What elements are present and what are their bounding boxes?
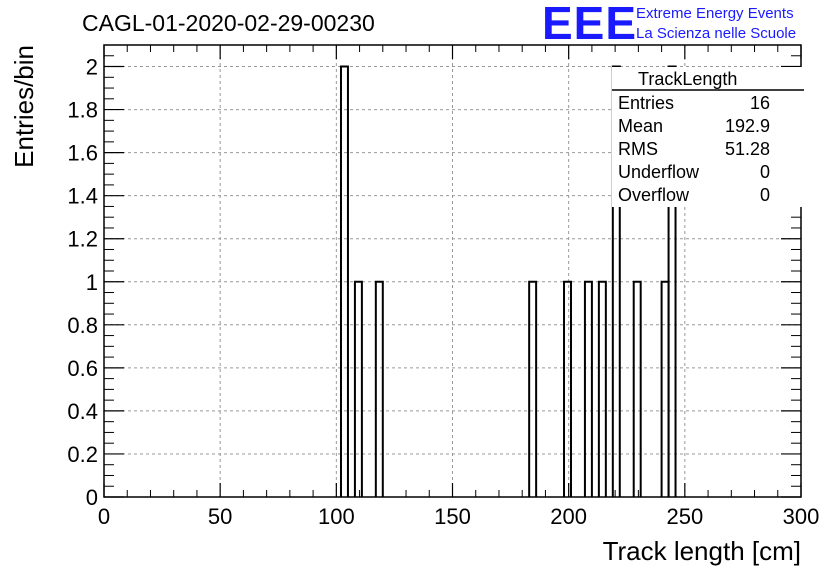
y-axis-label: Entries/bin [9,45,39,168]
y-tick-label: 1.8 [67,98,98,123]
eee-logo: EEE [542,0,638,49]
x-tick-label: 100 [318,504,355,529]
stats-label: RMS [618,139,658,159]
x-tick-labels: 0 50 100 150 200 250 300 [98,504,819,529]
stats-label: Mean [618,116,664,136]
histogram-bin [632,280,642,497]
histogram-bin [660,280,670,497]
histogram-bin [597,280,607,497]
logo-line-1: Extreme Energy Events [636,5,794,22]
stats-value: 0 [759,162,770,182]
stats-label: Entries [618,93,675,113]
stats-label: Overflow [618,185,690,205]
y-tick-label: 0.4 [67,399,98,424]
y-tick-label: 1.6 [67,141,98,166]
stats-label: Underflow [618,162,700,182]
histogram-bin [583,280,593,497]
stats-box-title: TrackLength [638,69,738,89]
y-tick-label: 0 [86,485,98,510]
stats-value: 51.28 [724,139,770,159]
logo-line-2: La Scienza nelle Scuole [636,25,797,42]
y-tick-label: 0.6 [67,356,98,381]
histogram-bin [667,65,677,497]
axis-ticks [103,44,802,498]
y-tick-label: 2 [86,55,98,80]
histogram-bin [528,280,538,497]
stats-value: 16 [749,93,770,113]
plot-frame [103,44,802,498]
run-title: CAGL-01-2020-02-29-00230 [82,10,375,36]
histogram-bars [339,65,677,497]
x-tick-label: 300 [783,504,820,529]
stats-box [612,67,804,207]
x-tick-label: 150 [434,504,471,529]
x-tick-label: 50 [208,504,232,529]
y-tick-label: 1.2 [67,227,98,252]
histogram-bin [339,65,349,497]
histogram-bin [374,280,384,497]
stats-value: 192.9 [724,116,770,136]
y-tick-label: 1.4 [67,184,98,209]
grid-lines [104,45,801,497]
x-tick-label: 0 [98,504,110,529]
x-axis-label: Track length [cm] [603,536,801,566]
y-tick-label: 1 [86,270,98,295]
histogram-bin [563,280,572,497]
histogram-bin [353,280,363,497]
y-tick-label: 0.2 [67,442,98,467]
y-tick-labels: 0 0.2 0.4 0.6 0.8 1 1.2 1.4 1.6 1.8 2 [67,55,98,510]
x-tick-label: 250 [666,504,703,529]
y-tick-label: 0.8 [67,313,98,338]
stats-value: 0 [759,185,770,205]
x-tick-label: 200 [550,504,587,529]
histogram-bin [611,65,621,497]
